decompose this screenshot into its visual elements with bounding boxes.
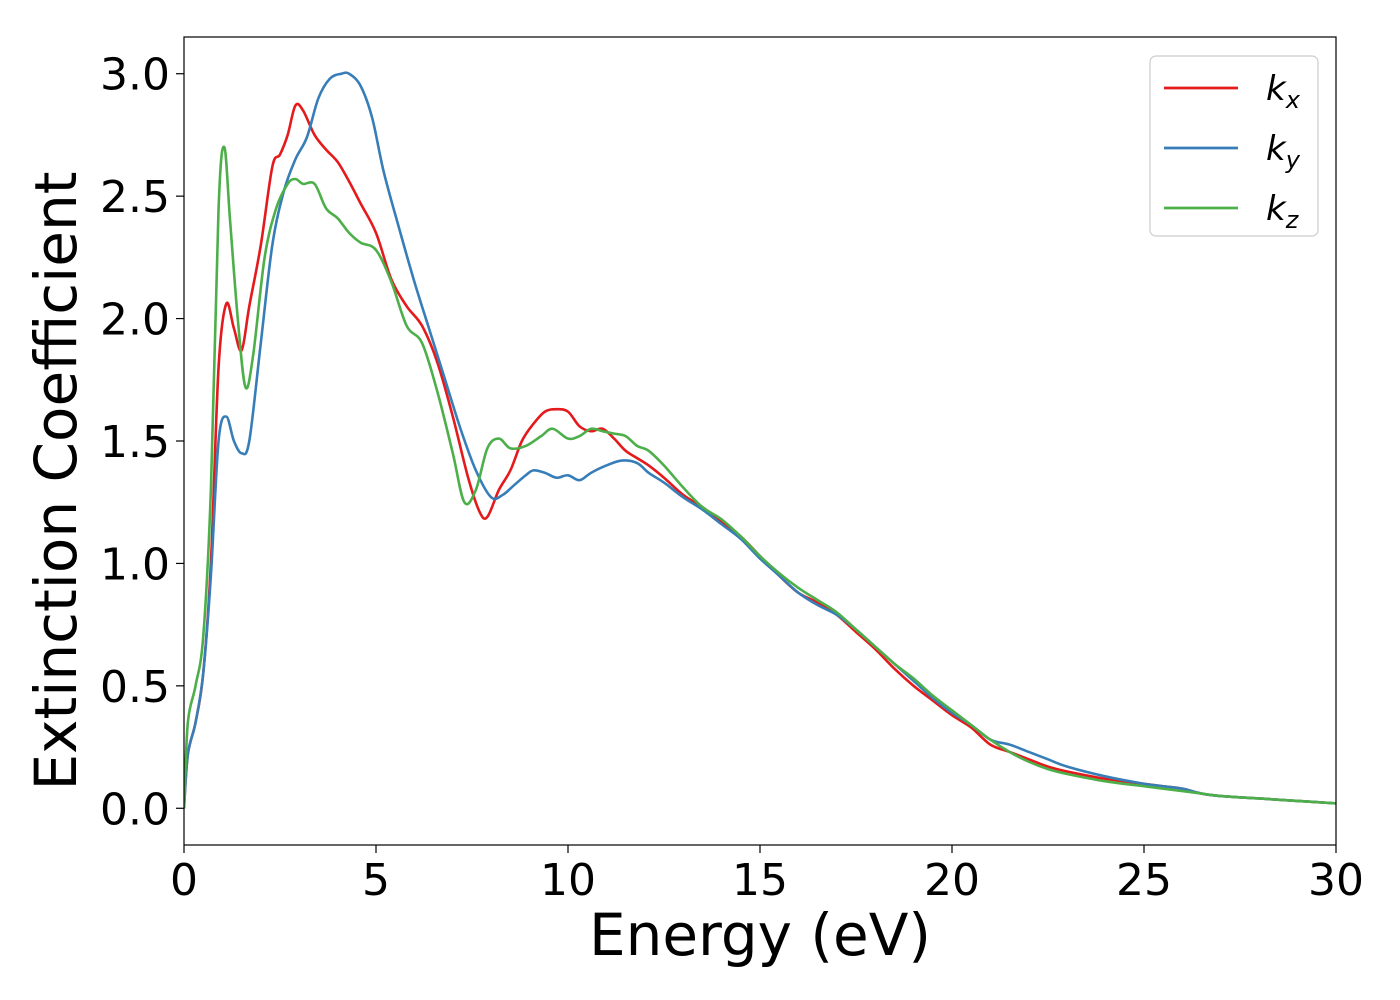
x-tick-label: 15 xyxy=(732,855,788,906)
legend-box xyxy=(1149,55,1319,237)
series-line-ky xyxy=(184,71,1336,809)
legend: kx ky kz xyxy=(1149,55,1319,237)
y-tick-label: 3.0 xyxy=(100,50,170,101)
x-tick-label: 20 xyxy=(924,855,980,906)
x-axis: 0 5 10 15 20 25 30 xyxy=(170,845,1364,906)
y-tick-label: 0.5 xyxy=(100,662,170,713)
y-tick-label: 1.0 xyxy=(100,539,170,590)
series-line-kx xyxy=(184,102,1336,809)
y-axis-title: Extinction Coefficient xyxy=(22,172,90,791)
x-tick-label: 25 xyxy=(1116,855,1172,906)
y-tick-label: 2.5 xyxy=(100,172,170,223)
x-axis-title: Energy (eV) xyxy=(589,901,931,969)
plot-area xyxy=(184,71,1336,809)
y-tick-label: 2.0 xyxy=(100,295,170,346)
legend-label-ky: ky xyxy=(1266,129,1301,174)
y-tick-label: 0.0 xyxy=(100,784,170,835)
y-axis: 0.0 0.5 1.0 1.5 2.0 2.5 3.0 xyxy=(100,50,184,835)
legend-label-kx: kx xyxy=(1266,69,1301,114)
x-tick-label: 10 xyxy=(540,855,596,906)
x-tick-label: 5 xyxy=(362,855,390,906)
y-tick-label: 1.5 xyxy=(100,417,170,468)
legend-label-kz: kz xyxy=(1266,189,1300,234)
x-tick-label: 0 xyxy=(170,855,198,906)
x-tick-label: 30 xyxy=(1308,855,1364,906)
series-line-kz xyxy=(184,145,1336,809)
